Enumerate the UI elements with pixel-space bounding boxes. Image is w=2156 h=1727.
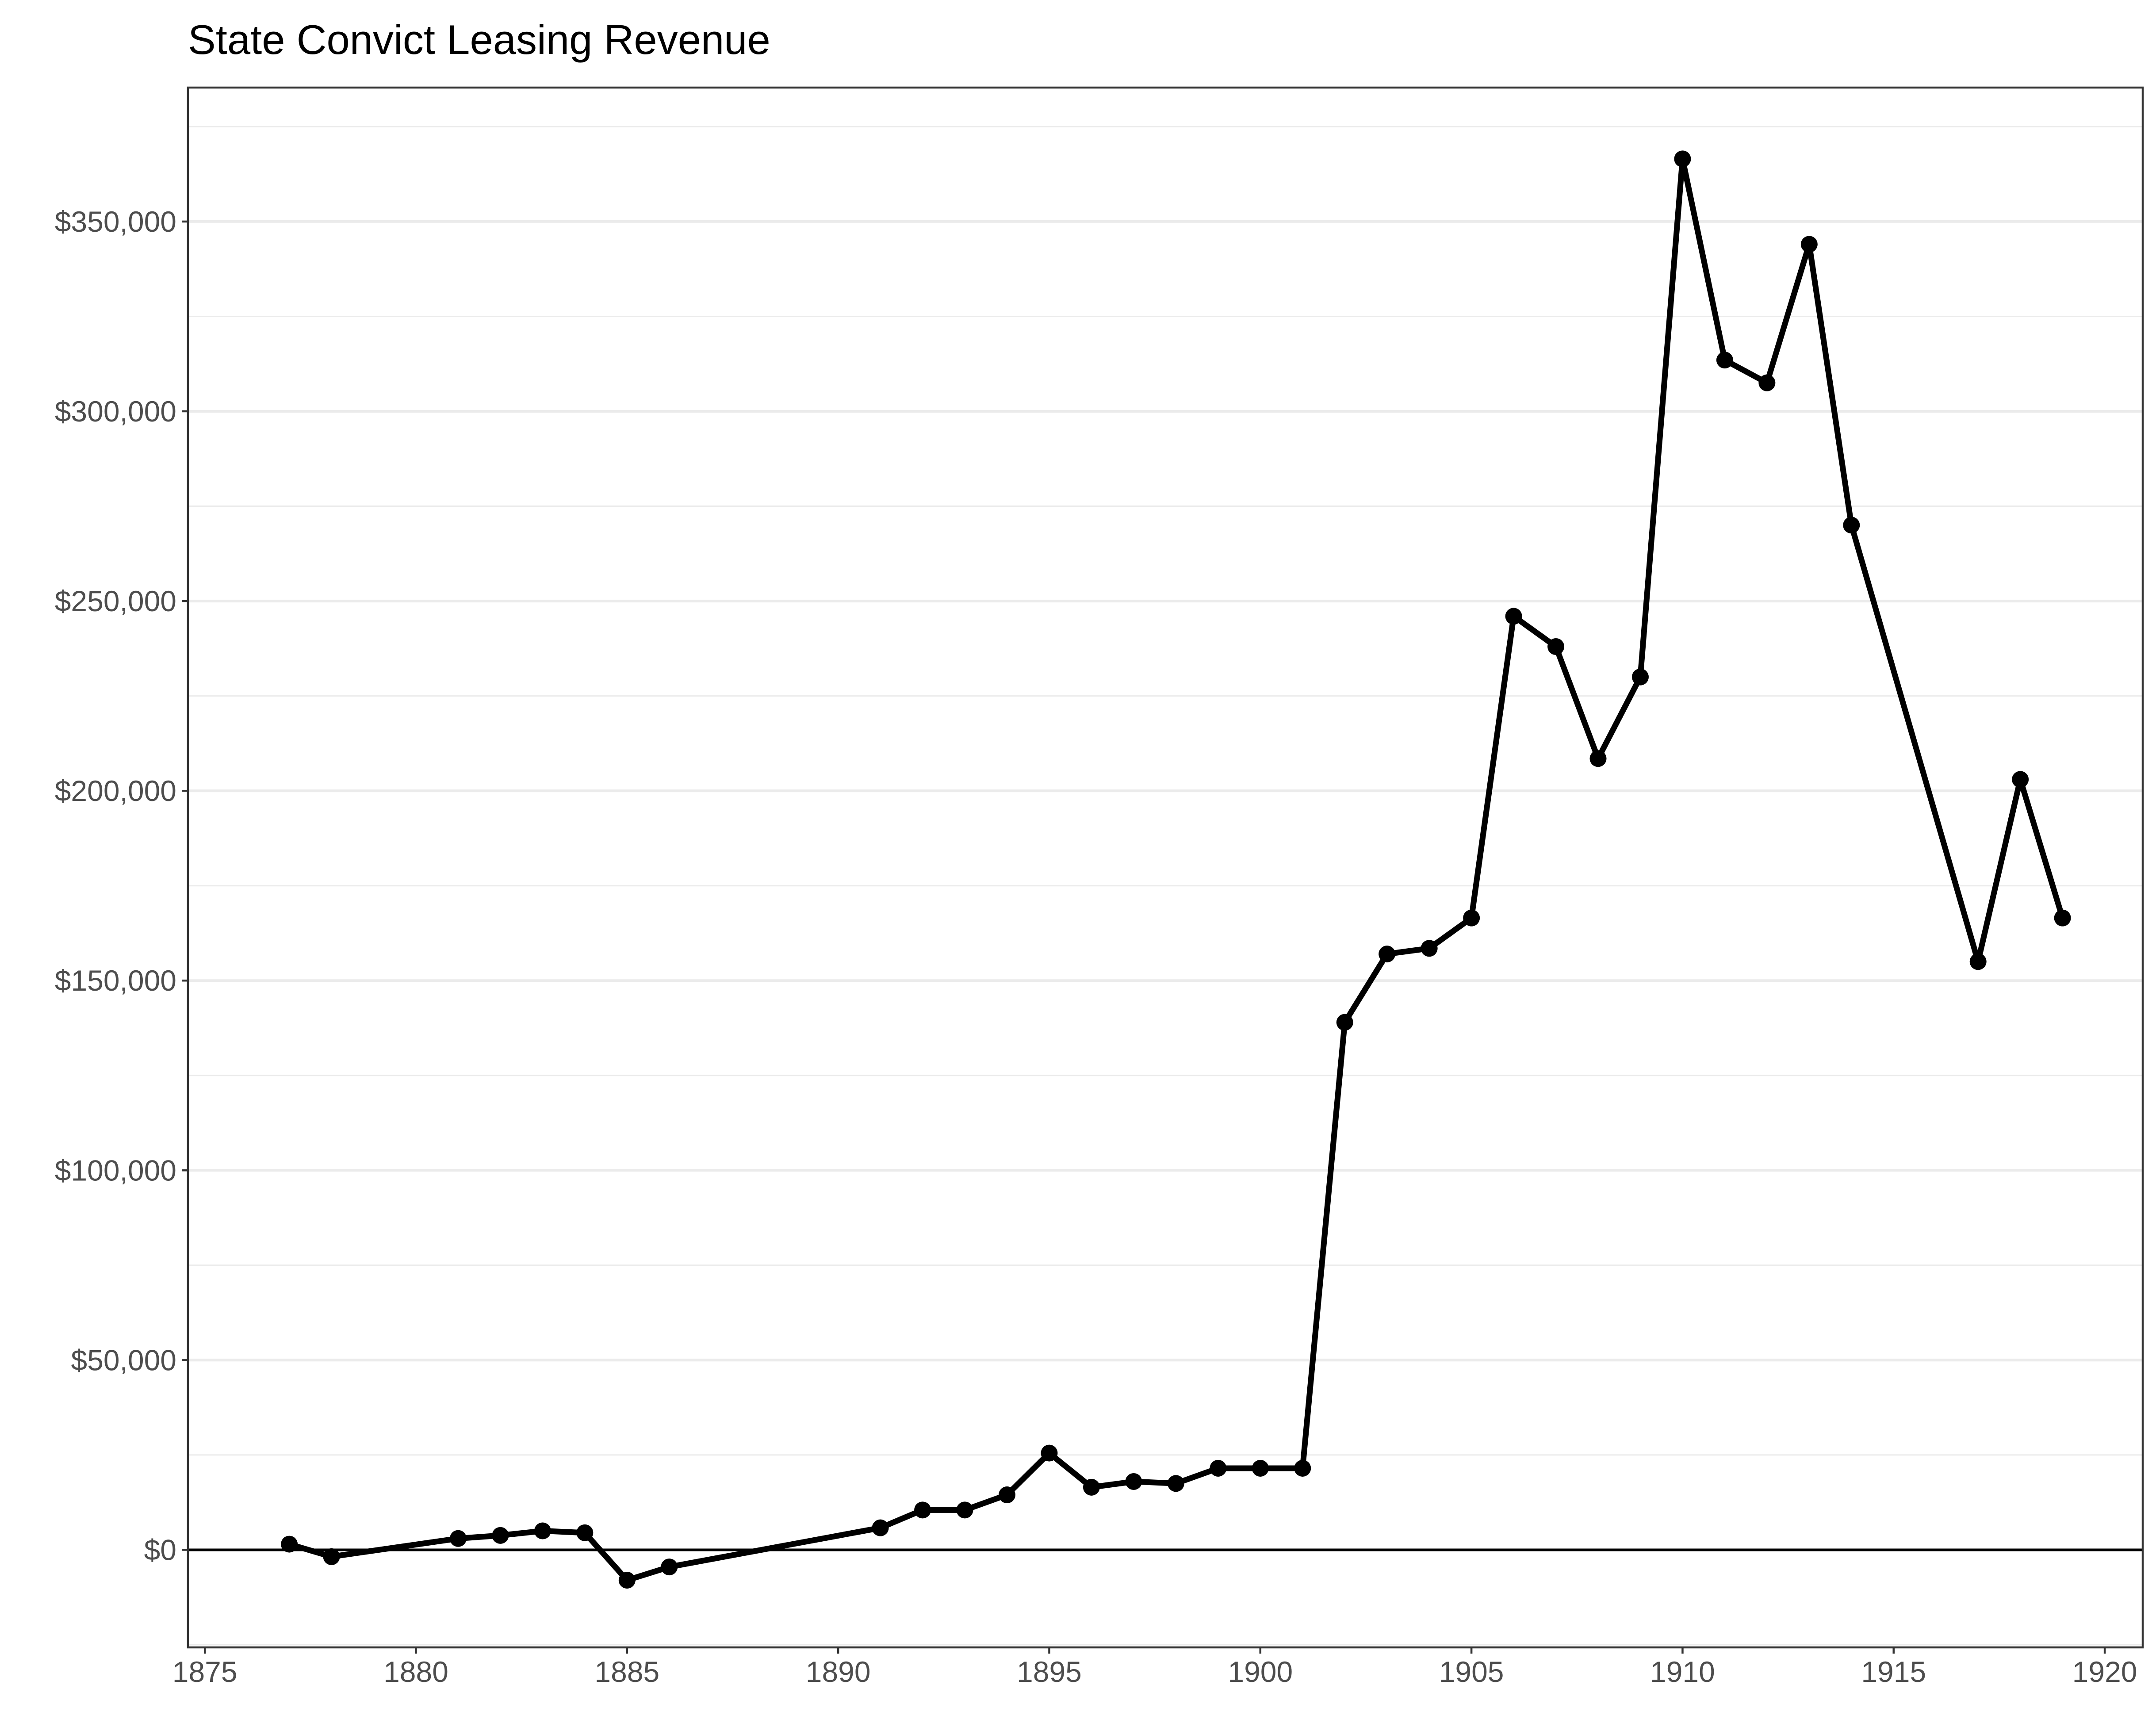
x-tick-label: 1885	[594, 1655, 659, 1688]
data-point	[2054, 909, 2071, 927]
x-tick-label: 1895	[1017, 1655, 1082, 1688]
data-point	[534, 1522, 551, 1539]
y-tick-label: $250,000	[55, 585, 176, 617]
data-point	[281, 1536, 298, 1553]
data-point	[1125, 1473, 1142, 1490]
y-tick-label: $150,000	[55, 964, 176, 997]
y-tick-label: $100,000	[55, 1154, 176, 1187]
y-tick-label: $350,000	[55, 205, 176, 238]
chart-title: State Convict Leasing Revenue	[188, 16, 770, 63]
data-point	[1421, 940, 1438, 957]
data-point	[1379, 946, 1396, 963]
x-tick-label: 1915	[1861, 1655, 1926, 1688]
data-point	[1969, 953, 1987, 970]
data-point	[1294, 1459, 1311, 1477]
y-tick-label: $50,000	[71, 1344, 176, 1376]
data-point	[872, 1519, 889, 1536]
data-point	[999, 1486, 1016, 1504]
data-point	[1252, 1459, 1269, 1477]
data-point	[1041, 1444, 1058, 1462]
data-point	[661, 1559, 678, 1576]
y-tick-label: $200,000	[55, 774, 176, 807]
panel-border	[187, 86, 2144, 1649]
data-point	[1083, 1478, 1100, 1496]
data-point	[1758, 374, 1776, 391]
minor-gridlines	[188, 126, 2143, 1646]
data-point	[492, 1527, 509, 1544]
data-point	[1167, 1475, 1184, 1492]
series-group	[281, 150, 2071, 1589]
data-point	[618, 1572, 636, 1589]
data-point	[2012, 771, 2029, 788]
data-point	[1505, 608, 1522, 625]
data-point	[1589, 750, 1607, 767]
x-tick-label: 1910	[1650, 1655, 1715, 1688]
data-point	[1210, 1459, 1227, 1477]
y-axis: $0 $50,000 $100,000 $150,000 $200,000 $250,00…	[55, 205, 188, 1566]
y-tick-label: $300,000	[55, 395, 176, 428]
x-tick-label: 1875	[172, 1655, 237, 1688]
x-tick-label: 1900	[1228, 1655, 1293, 1688]
x-tick-label: 1880	[383, 1655, 448, 1688]
data-point	[449, 1530, 467, 1547]
x-axis: 1875 1880 1885 1890 1895 1900 1905 1910 1915 1920	[172, 1647, 2137, 1688]
data-point	[1674, 150, 1691, 168]
x-tick-label: 1905	[1439, 1655, 1504, 1688]
data-point	[914, 1501, 931, 1519]
data-point	[1463, 909, 1480, 927]
x-tick-label: 1890	[806, 1655, 871, 1688]
data-point	[576, 1524, 594, 1541]
data-point	[1631, 668, 1649, 685]
x-tick-label: 1920	[2072, 1655, 2137, 1688]
data-point	[1800, 236, 1818, 253]
data-point	[1843, 517, 1860, 534]
data-point	[1336, 1014, 1353, 1031]
data-point	[323, 1548, 340, 1565]
y-tick-label: $0	[144, 1533, 176, 1566]
data-point	[1547, 638, 1565, 655]
data-point	[956, 1501, 973, 1519]
data-point	[1716, 352, 1733, 369]
